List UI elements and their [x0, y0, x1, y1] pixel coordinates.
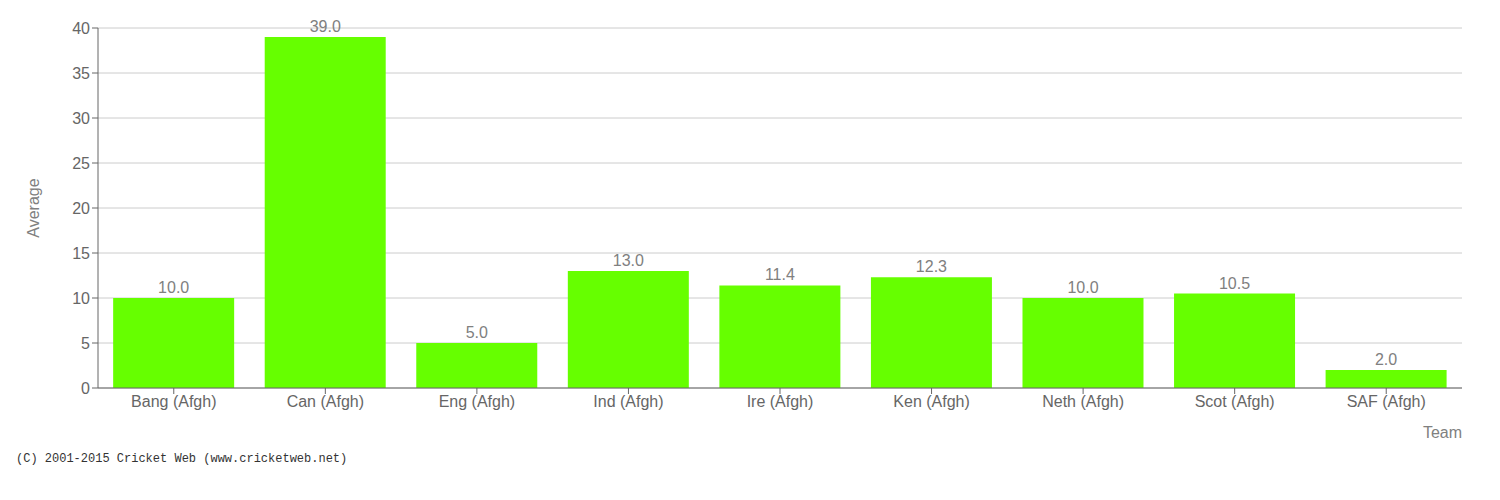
svg-text:39.0: 39.0: [310, 18, 341, 35]
svg-text:2.0: 2.0: [1375, 351, 1397, 368]
svg-text:13.0: 13.0: [613, 252, 644, 269]
svg-text:5: 5: [81, 335, 90, 352]
svg-text:Average: Average: [25, 178, 42, 237]
svg-text:40: 40: [72, 20, 90, 37]
svg-text:15: 15: [72, 245, 90, 262]
svg-text:Ken (Afgh): Ken (Afgh): [893, 393, 969, 410]
svg-text:11.4: 11.4: [765, 266, 795, 283]
svg-text:Team: Team: [1423, 424, 1462, 441]
svg-text:Scot (Afgh): Scot (Afgh): [1195, 393, 1275, 410]
svg-text:Eng (Afgh): Eng (Afgh): [439, 393, 515, 410]
svg-text:10.0: 10.0: [1067, 279, 1098, 296]
svg-text:Bang (Afgh): Bang (Afgh): [131, 393, 216, 410]
html-text:(C) 2001-2015 Cricket Web (www: (C) 2001-2015 Cricket Web (www.cricketwe…: [16, 452, 348, 466]
svg-text:Ind (Afgh): Ind (Afgh): [593, 393, 663, 410]
svg-text:12.3: 12.3: [916, 258, 947, 275]
svg-text:5.0: 5.0: [466, 324, 488, 341]
svg-text:Can (Afgh): Can (Afgh): [287, 393, 364, 410]
svg-text:10.5: 10.5: [1219, 275, 1250, 292]
svg-text:SAF (Afgh): SAF (Afgh): [1347, 393, 1426, 410]
svg-text:10: 10: [72, 290, 90, 307]
svg-text:10.0: 10.0: [158, 279, 189, 296]
svg-text:Neth (Afgh): Neth (Afgh): [1042, 393, 1124, 410]
svg-text:Ire (Afgh): Ire (Afgh): [747, 393, 814, 410]
svg-text:0: 0: [81, 380, 90, 397]
svg-text:25: 25: [72, 155, 90, 172]
svg-text:20: 20: [72, 200, 90, 217]
svg-text:35: 35: [72, 65, 90, 82]
svg-text:30: 30: [72, 110, 90, 127]
